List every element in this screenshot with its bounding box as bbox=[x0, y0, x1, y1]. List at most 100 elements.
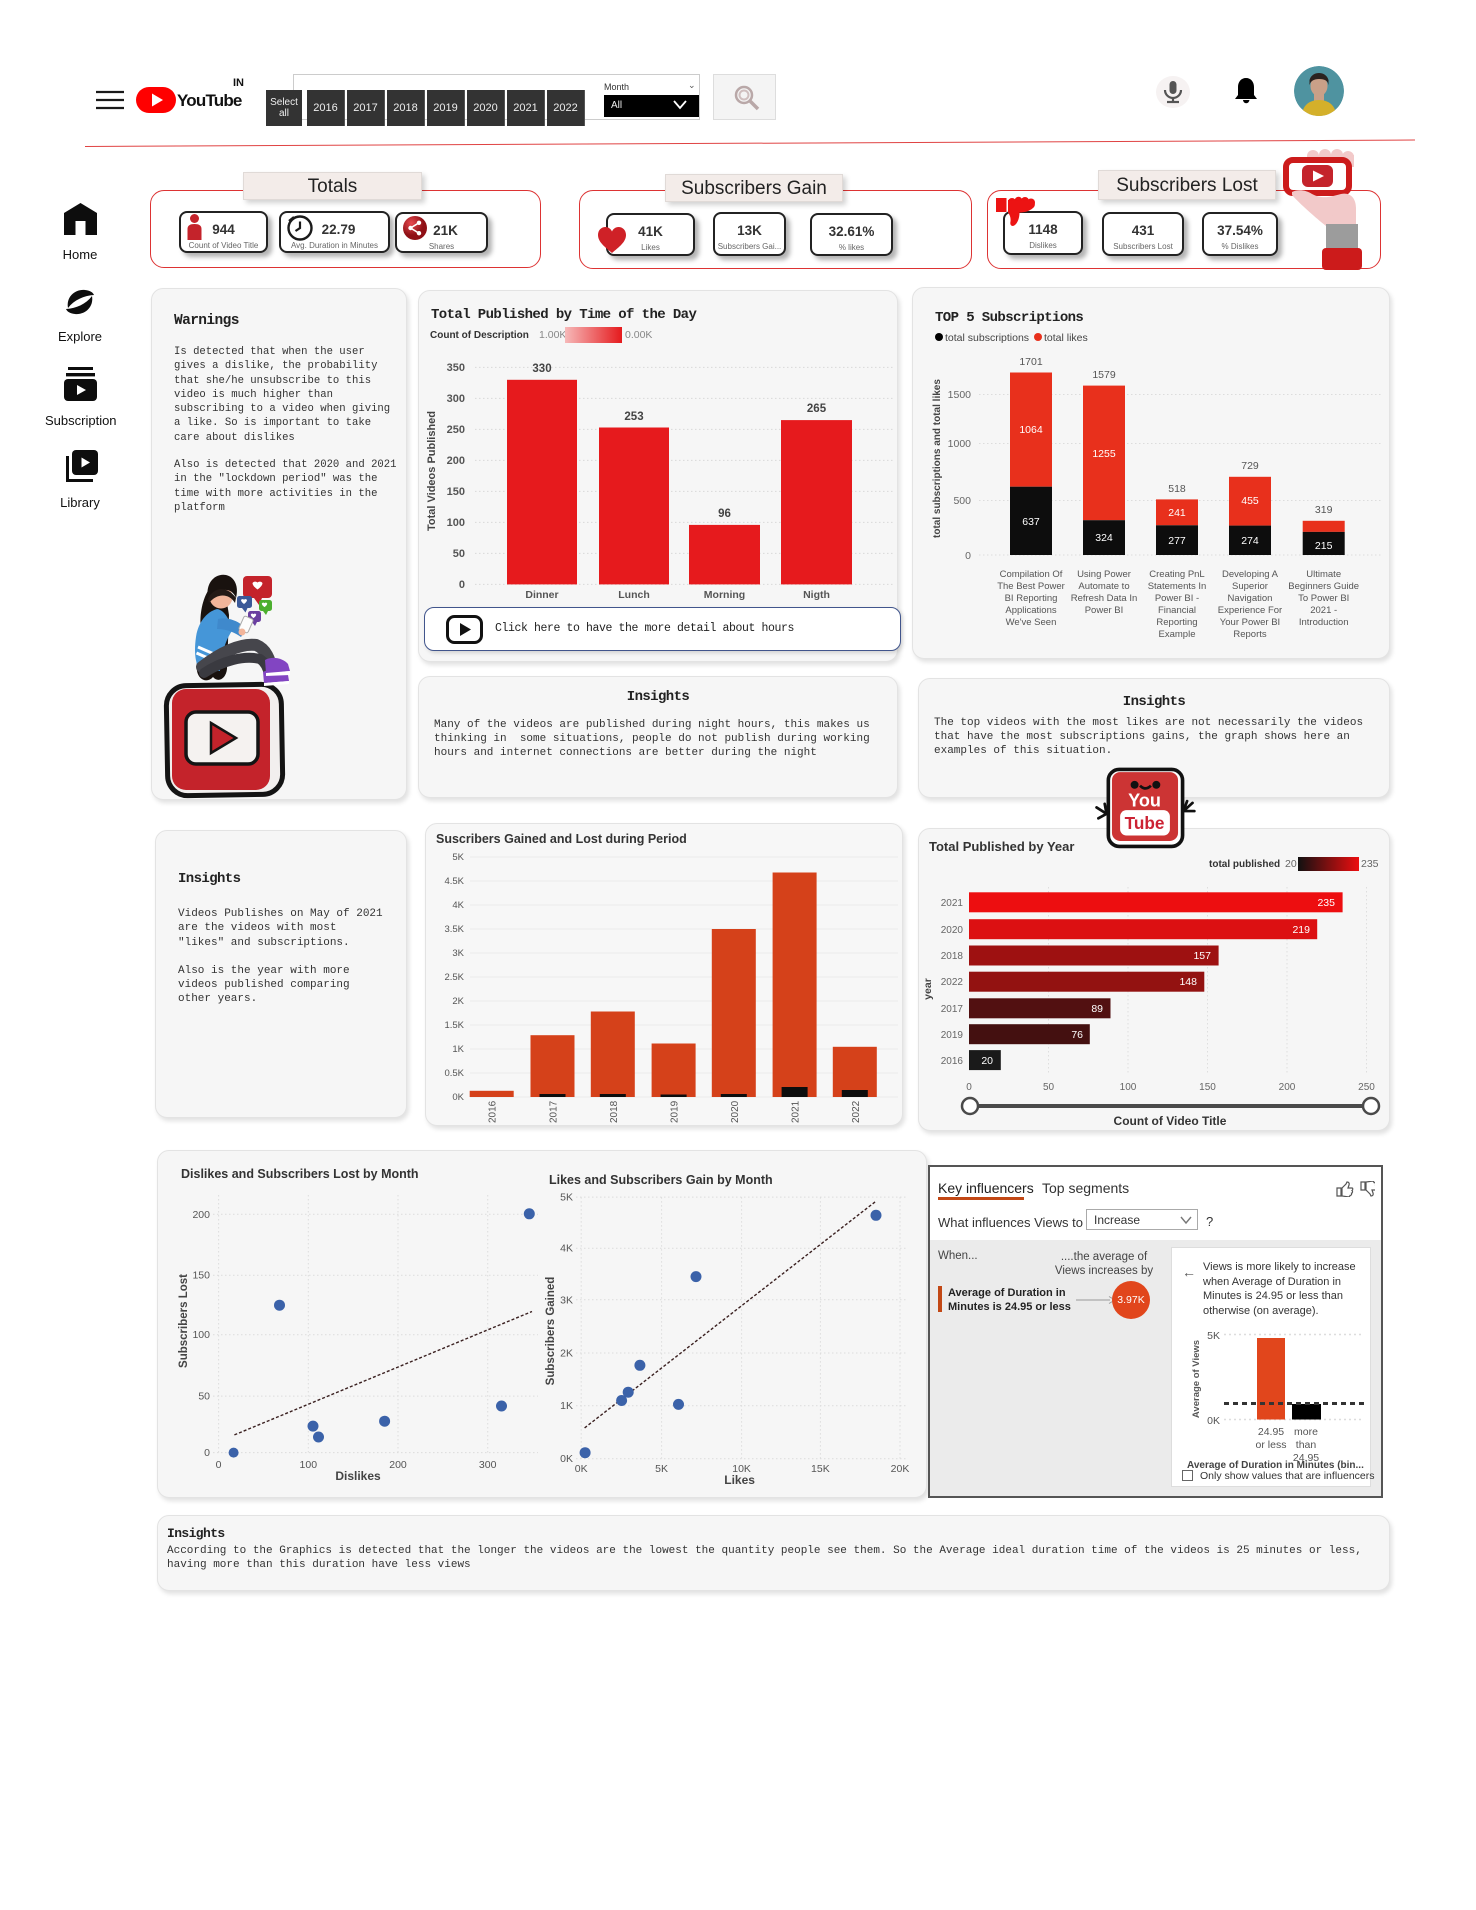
svg-text:20: 20 bbox=[1285, 858, 1297, 870]
svg-text:You: You bbox=[1128, 791, 1161, 811]
svg-text:Nigth: Nigth bbox=[803, 589, 830, 601]
svg-text:15K: 15K bbox=[811, 1463, 830, 1475]
svg-text:300: 300 bbox=[479, 1459, 497, 1471]
svg-text:637: 637 bbox=[1022, 516, 1040, 528]
svg-text:Count of Video Title: Count of Video Title bbox=[1114, 1114, 1227, 1128]
svg-text:Using Power: Using Power bbox=[1077, 569, 1131, 580]
svg-text:0.5K: 0.5K bbox=[444, 1068, 464, 1079]
svg-text:Example: Example bbox=[1159, 629, 1196, 640]
svg-text:0K: 0K bbox=[1207, 1415, 1220, 1427]
svg-text:100: 100 bbox=[1120, 1082, 1137, 1093]
svg-text:2K: 2K bbox=[560, 1348, 573, 1360]
svg-text:1701: 1701 bbox=[1019, 356, 1043, 368]
svg-text:1K: 1K bbox=[452, 1044, 464, 1055]
svg-text:TOP 5 Subscriptions: TOP 5 Subscriptions bbox=[935, 310, 1083, 326]
svg-text:100: 100 bbox=[447, 517, 465, 529]
svg-text:150: 150 bbox=[1199, 1082, 1216, 1093]
svg-text:1.00K: 1.00K bbox=[539, 329, 566, 341]
svg-text:5K: 5K bbox=[1207, 1330, 1220, 1342]
svg-text:Financial: Financial bbox=[1158, 605, 1196, 616]
svg-text:2020: 2020 bbox=[730, 1100, 741, 1123]
svg-text:148: 148 bbox=[1179, 976, 1197, 988]
svg-text:50: 50 bbox=[198, 1391, 210, 1403]
svg-text:2020: 2020 bbox=[941, 925, 964, 936]
svg-text:1579: 1579 bbox=[1092, 369, 1116, 381]
svg-text:Dinner: Dinner bbox=[525, 589, 558, 601]
svg-text:Total Published by Year: Total Published by Year bbox=[929, 839, 1074, 854]
svg-text:0: 0 bbox=[204, 1447, 210, 1459]
svg-text:Applications: Applications bbox=[1005, 605, 1056, 616]
svg-text:1500: 1500 bbox=[948, 389, 972, 401]
svg-text:2022: 2022 bbox=[851, 1100, 862, 1123]
svg-text:3K: 3K bbox=[560, 1294, 573, 1306]
svg-text:than: than bbox=[1296, 1439, 1317, 1451]
svg-text:Navigation: Navigation bbox=[1228, 593, 1273, 604]
svg-text:2021: 2021 bbox=[791, 1100, 802, 1123]
svg-text:Dislikes and Subscribers Lost: Dislikes and Subscribers Lost by Month bbox=[181, 1167, 419, 1181]
svg-text:Lunch: Lunch bbox=[618, 589, 650, 601]
svg-text:Total Videos Published: Total Videos Published bbox=[426, 411, 438, 531]
svg-text:89: 89 bbox=[1091, 1003, 1103, 1015]
svg-text:729: 729 bbox=[1241, 460, 1259, 472]
svg-text:0K: 0K bbox=[452, 1092, 464, 1103]
svg-text:2017: 2017 bbox=[941, 1004, 964, 1015]
svg-text:76: 76 bbox=[1071, 1029, 1083, 1041]
svg-text:250: 250 bbox=[447, 424, 465, 436]
svg-text:total subscriptions: total subscriptions bbox=[945, 332, 1029, 344]
svg-text:0K: 0K bbox=[575, 1463, 588, 1475]
svg-text:319: 319 bbox=[1315, 504, 1333, 516]
svg-text:To Power BI: To Power BI bbox=[1298, 593, 1349, 604]
svg-text:219: 219 bbox=[1292, 924, 1310, 936]
svg-text:1000: 1000 bbox=[948, 438, 972, 450]
svg-text:2.5K: 2.5K bbox=[444, 972, 464, 983]
svg-text:Suscribers Gained and Lost dur: Suscribers Gained and Lost during Period bbox=[436, 832, 687, 846]
svg-text:2018: 2018 bbox=[941, 951, 964, 962]
svg-text:Reporting: Reporting bbox=[1156, 617, 1197, 628]
svg-text:We've Seen: We've Seen bbox=[1006, 617, 1057, 628]
svg-text:total published: total published bbox=[1209, 859, 1280, 870]
svg-text:150: 150 bbox=[447, 486, 465, 498]
svg-text:96: 96 bbox=[718, 508, 731, 520]
svg-text:0K: 0K bbox=[560, 1453, 573, 1465]
svg-text:100: 100 bbox=[300, 1459, 318, 1471]
svg-text:0.00K: 0.00K bbox=[625, 329, 652, 341]
svg-text:2022: 2022 bbox=[941, 977, 964, 988]
svg-text:Subscribers Gained: Subscribers Gained bbox=[545, 1277, 557, 1386]
svg-text:1255: 1255 bbox=[1092, 448, 1116, 460]
svg-text:total likes: total likes bbox=[1044, 332, 1088, 344]
svg-text:2K: 2K bbox=[452, 996, 464, 1007]
svg-text:235: 235 bbox=[1317, 897, 1335, 909]
svg-text:Dislikes: Dislikes bbox=[335, 1469, 381, 1483]
svg-text:200: 200 bbox=[447, 455, 465, 467]
svg-text:0: 0 bbox=[965, 550, 971, 562]
svg-text:more: more bbox=[1294, 1426, 1318, 1438]
svg-text:265: 265 bbox=[807, 403, 827, 415]
svg-text:24.95: 24.95 bbox=[1293, 1452, 1319, 1464]
svg-text:50: 50 bbox=[453, 548, 465, 560]
svg-text:Automate to: Automate to bbox=[1078, 581, 1129, 592]
svg-text:300: 300 bbox=[447, 393, 465, 405]
svg-text:Tube: Tube bbox=[1125, 813, 1165, 833]
svg-text:241: 241 bbox=[1168, 507, 1186, 519]
svg-text:3.5K: 3.5K bbox=[444, 924, 464, 935]
svg-text:Compilation Of: Compilation Of bbox=[1000, 569, 1063, 580]
svg-text:Reports: Reports bbox=[1233, 629, 1267, 640]
svg-text:2021 -: 2021 - bbox=[1310, 605, 1337, 616]
svg-text:Introduction: Introduction bbox=[1299, 617, 1349, 628]
svg-text:2016: 2016 bbox=[941, 1056, 964, 1067]
svg-text:5K: 5K bbox=[452, 852, 464, 863]
svg-text:Power BI: Power BI bbox=[1085, 605, 1124, 616]
svg-text:2019: 2019 bbox=[941, 1030, 964, 1041]
svg-text:50: 50 bbox=[1043, 1082, 1055, 1093]
svg-text:Subscribers Lost: Subscribers Lost bbox=[178, 1274, 190, 1368]
svg-text:2017: 2017 bbox=[549, 1100, 560, 1123]
svg-text:157: 157 bbox=[1193, 950, 1211, 962]
svg-text:2016: 2016 bbox=[488, 1100, 499, 1123]
svg-text:350: 350 bbox=[447, 362, 465, 374]
svg-text:Creating PnL: Creating PnL bbox=[1149, 569, 1204, 580]
svg-text:2021: 2021 bbox=[941, 898, 964, 909]
svg-text:3K: 3K bbox=[452, 948, 464, 959]
svg-text:Ultimate: Ultimate bbox=[1306, 569, 1341, 580]
svg-text:4.5K: 4.5K bbox=[444, 876, 464, 887]
svg-text:1.5K: 1.5K bbox=[444, 1020, 464, 1031]
